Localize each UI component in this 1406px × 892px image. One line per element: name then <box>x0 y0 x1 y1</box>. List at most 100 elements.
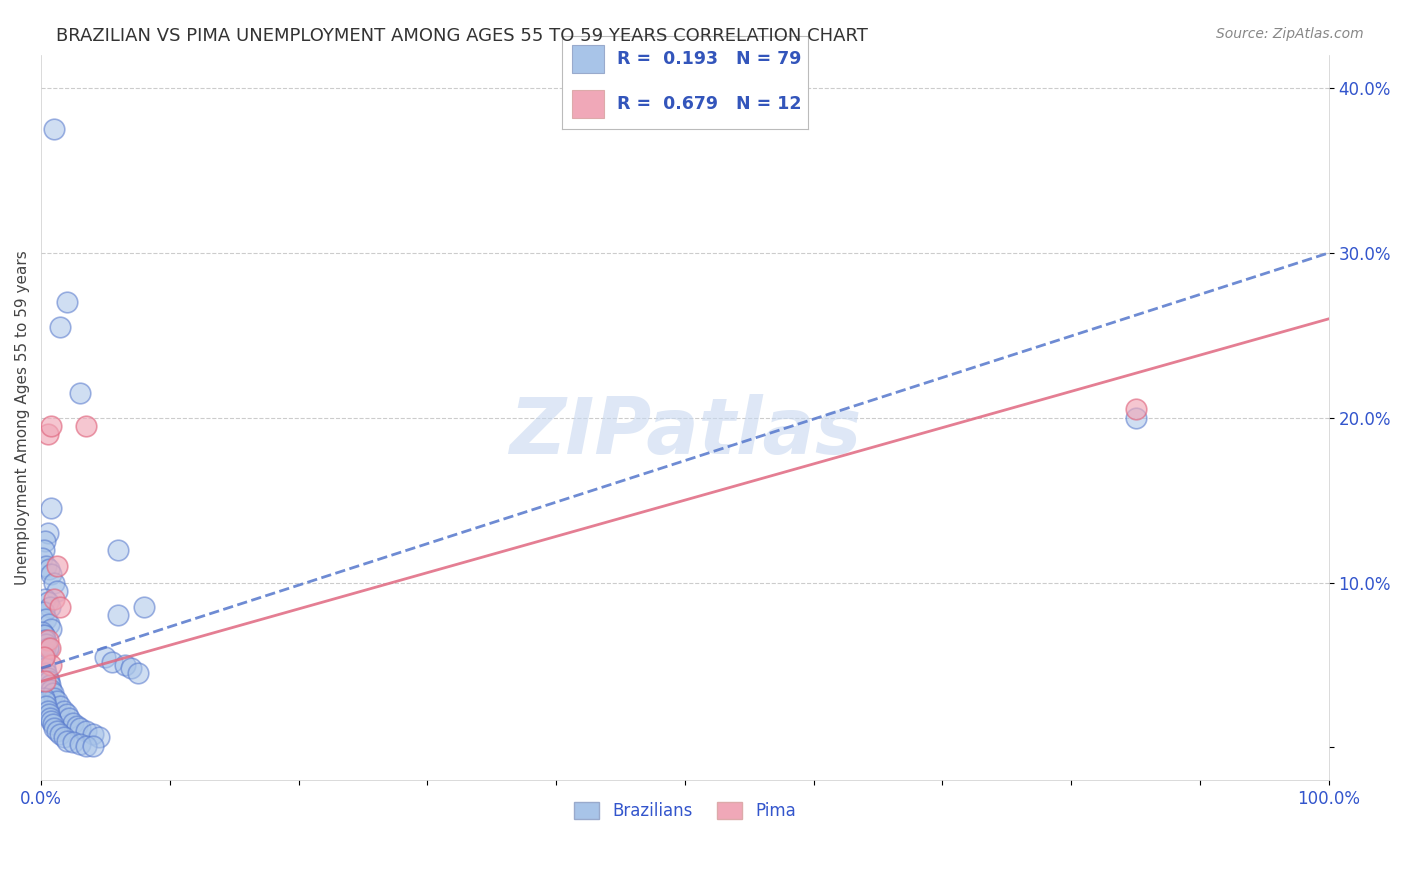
Point <box>41 686 63 700</box>
FancyBboxPatch shape <box>572 45 605 73</box>
Point <box>37 671 59 685</box>
Point <box>39 641 62 656</box>
Text: R =  0.193   N = 79: R = 0.193 N = 79 <box>616 50 801 68</box>
Point <box>41 501 63 516</box>
Point <box>94 649 117 664</box>
Point <box>45 583 67 598</box>
Point <box>69 721 91 735</box>
Point <box>45 723 67 738</box>
Point <box>1125 402 1147 417</box>
Point <box>32 690 55 705</box>
Point <box>41 714 63 728</box>
Text: ZIPatlas: ZIPatlas <box>509 394 860 470</box>
Point <box>45 694 67 708</box>
Point <box>35 638 58 652</box>
Point <box>35 636 58 650</box>
Point <box>62 735 84 749</box>
Point <box>114 657 136 672</box>
Point <box>62 715 84 730</box>
Point <box>66 719 89 733</box>
Point <box>127 666 149 681</box>
Point <box>34 674 56 689</box>
Point <box>53 704 76 718</box>
Point <box>38 616 60 631</box>
Point <box>45 559 67 574</box>
Point <box>49 320 72 334</box>
Point <box>41 567 63 582</box>
Point <box>69 386 91 401</box>
Point <box>34 661 56 675</box>
Point <box>34 592 56 607</box>
Point <box>82 727 104 741</box>
Point <box>75 419 97 434</box>
Legend: Brazilians, Pima: Brazilians, Pima <box>567 795 803 826</box>
Point <box>34 534 56 549</box>
Point <box>75 723 97 738</box>
Point <box>39 600 62 615</box>
Point <box>35 612 58 626</box>
Point <box>42 721 65 735</box>
Point <box>37 633 59 648</box>
Point <box>49 699 72 714</box>
Point <box>69 737 91 751</box>
Point <box>1125 410 1147 425</box>
Text: R =  0.679   N = 12: R = 0.679 N = 12 <box>616 95 801 113</box>
Point <box>32 628 55 642</box>
Point <box>75 739 97 753</box>
Point <box>120 661 142 675</box>
Point <box>82 739 104 753</box>
Point <box>34 633 56 648</box>
Point <box>38 707 60 722</box>
Point <box>41 682 63 697</box>
Point <box>31 655 53 669</box>
Point <box>41 717 63 731</box>
Point <box>37 595 59 609</box>
Point <box>49 600 72 615</box>
Text: Source: ZipAtlas.com: Source: ZipAtlas.com <box>1216 27 1364 41</box>
Point <box>87 731 110 745</box>
Point <box>49 727 72 741</box>
Point <box>37 427 59 442</box>
Point <box>39 711 62 725</box>
Point <box>37 641 59 656</box>
Point <box>41 657 63 672</box>
Point <box>107 608 129 623</box>
Point <box>34 645 56 659</box>
Point <box>32 657 55 672</box>
Point <box>35 666 58 681</box>
Point <box>34 633 56 648</box>
Point <box>32 649 55 664</box>
Point <box>101 655 124 669</box>
Point <box>53 731 76 745</box>
Point <box>42 690 65 705</box>
Point <box>107 542 129 557</box>
Point <box>41 622 63 636</box>
Point <box>42 592 65 607</box>
Point <box>35 699 58 714</box>
Point <box>37 641 59 656</box>
Point <box>38 674 60 689</box>
Point <box>42 122 65 136</box>
Text: BRAZILIAN VS PIMA UNEMPLOYMENT AMONG AGES 55 TO 59 YEARS CORRELATION CHART: BRAZILIAN VS PIMA UNEMPLOYMENT AMONG AGE… <box>56 27 868 45</box>
Point <box>42 575 65 590</box>
Point <box>32 605 55 619</box>
Point <box>31 624 53 639</box>
Point <box>32 628 55 642</box>
Point <box>37 526 59 541</box>
Point <box>32 542 55 557</box>
Point <box>34 694 56 708</box>
Y-axis label: Unemployment Among Ages 55 to 59 years: Unemployment Among Ages 55 to 59 years <box>15 251 30 585</box>
Point <box>41 419 63 434</box>
Point <box>31 550 53 565</box>
Point <box>56 295 79 310</box>
Point <box>56 733 79 747</box>
Point <box>39 678 62 692</box>
Point <box>134 600 156 615</box>
Point <box>37 704 59 718</box>
FancyBboxPatch shape <box>572 90 605 118</box>
Point <box>35 559 58 574</box>
Point <box>56 707 79 722</box>
Point <box>32 649 55 664</box>
Point <box>58 711 80 725</box>
Point <box>38 562 60 576</box>
